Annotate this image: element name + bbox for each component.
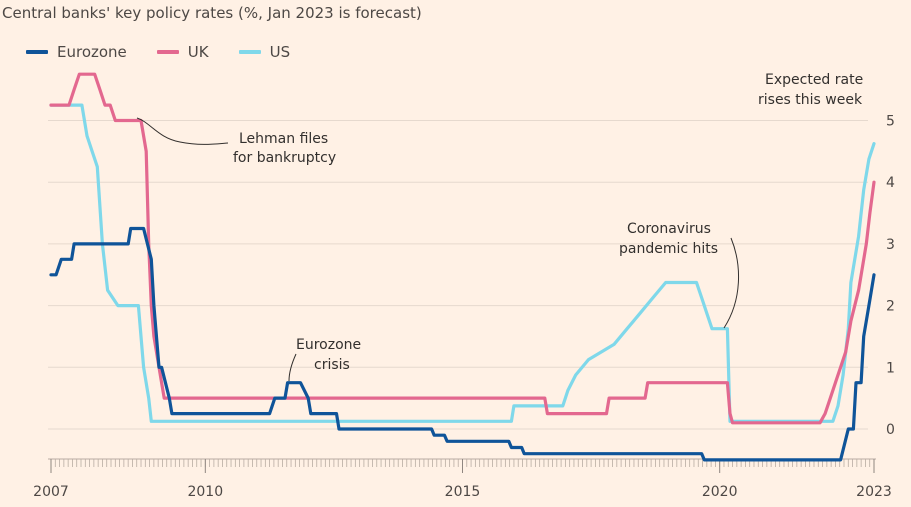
gridlines — [48, 120, 868, 430]
expected-rate-label-line1: Expected rate — [765, 72, 863, 88]
y-tick-label: 1 — [886, 360, 895, 376]
coronavirus-label-line2: pandemic hits — [619, 241, 718, 257]
y-axis: 5 4 3 2 1 0 — [886, 114, 895, 439]
expected-rate-label-line2: rises this week — [758, 92, 863, 108]
annotation-lehman: Lehman files for bankruptcy — [136, 117, 336, 166]
legend-item-eurozone: Eurozone — [26, 43, 127, 61]
y-tick-label: 3 — [886, 237, 895, 253]
legend-label-us: US — [269, 43, 291, 61]
x-axis: 2007 2010 2015 2020 2023 — [33, 458, 892, 500]
eurozone-crisis-leader-line — [288, 353, 297, 382]
y-tick-label: 0 — [886, 422, 895, 438]
series-lines — [49, 72, 876, 462]
coronavirus-label-line1: Coronavirus — [627, 221, 711, 237]
series-line-eurozone — [49, 226, 876, 462]
chart-title: Central banks' key policy rates (%, Jan … — [2, 4, 422, 22]
eurozone-crisis-label-line1: Eurozone — [296, 337, 361, 353]
series-line-us — [49, 103, 876, 423]
coronavirus-leader-line — [723, 237, 739, 329]
x-tick-label: 2007 — [33, 484, 69, 500]
legend-swatch-us — [238, 50, 261, 54]
x-tick-label: 2015 — [445, 484, 481, 500]
y-tick-label: 2 — [886, 299, 895, 315]
annotation-eurozone-crisis: Eurozone crisis — [288, 337, 361, 382]
legend-swatch-uk — [156, 50, 179, 54]
eurozone-crisis-label-line2: crisis — [314, 357, 350, 373]
legend-swatch-eurozone — [26, 50, 48, 54]
y-tick-label: 4 — [886, 175, 895, 191]
legend-item-us: US — [238, 43, 291, 61]
lehman-label-line2: for bankruptcy — [233, 150, 336, 166]
annotation-coronavirus: Coronavirus pandemic hits — [619, 221, 739, 329]
x-tick-label: 2023 — [856, 484, 892, 500]
x-tick-label: 2010 — [187, 484, 223, 500]
x-tick-label: 2020 — [702, 484, 738, 500]
legend-item-uk: UK — [156, 43, 209, 61]
lehman-leader-line — [136, 117, 229, 145]
y-tick-label: 5 — [886, 114, 895, 130]
series-line-uk — [49, 72, 876, 425]
legend-label-uk: UK — [187, 43, 209, 61]
chart-legend: Eurozone UK US — [26, 42, 320, 62]
legend-label-eurozone: Eurozone — [57, 43, 127, 61]
annotation-expected-rate-rises: Expected rate rises this week — [758, 72, 863, 108]
lehman-label-line1: Lehman files — [239, 131, 328, 147]
